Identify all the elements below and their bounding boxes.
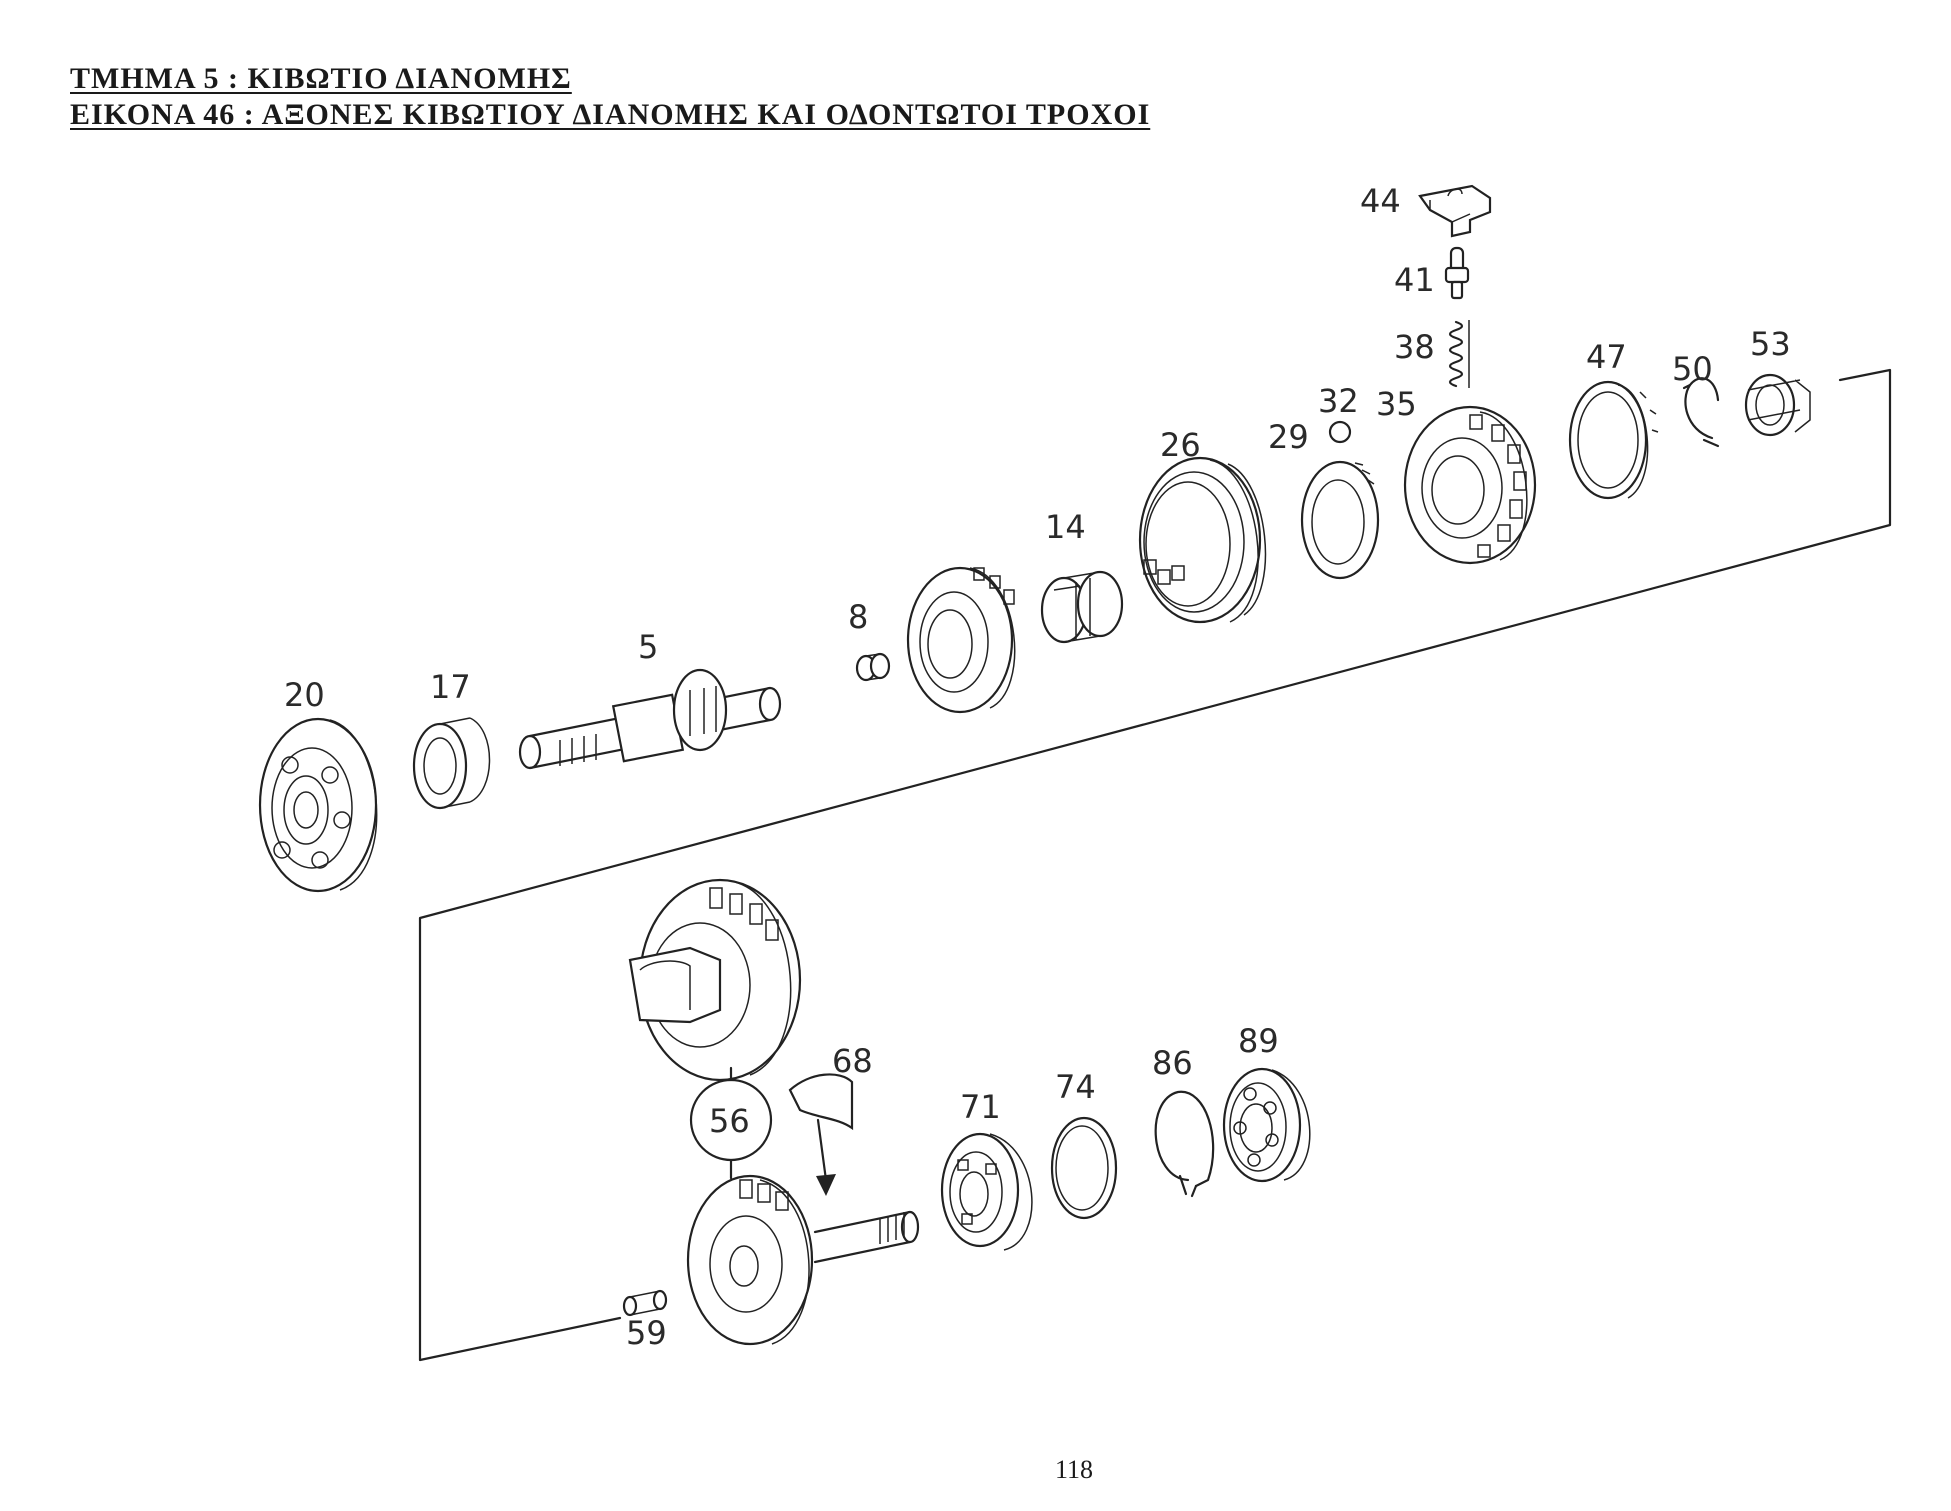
part-14-needle-bearing: [1040, 570, 1124, 644]
part-56-callout-circle: [689, 1066, 773, 1180]
part-29-thrust-washer: [1300, 460, 1380, 580]
label-part-26: 26: [1160, 426, 1201, 464]
page-number: 118: [1055, 1455, 1094, 1484]
part-35-clutch-gear: [1403, 405, 1537, 565]
label-part-74: 74: [1055, 1068, 1096, 1106]
part-20-ball-bearing: [258, 717, 378, 893]
label-part-50: 50: [1672, 350, 1713, 388]
assembly-axis-frame: [418, 368, 1892, 1362]
label-part-17: 17: [430, 668, 471, 706]
label-part-71: 71: [960, 1088, 1001, 1126]
part-8-pin: [855, 652, 891, 682]
part-32-ball: [1328, 420, 1352, 444]
label-part-89: 89: [1238, 1022, 1279, 1060]
label-part-38: 38: [1394, 328, 1435, 366]
part-59-pin: [622, 1289, 668, 1317]
part-89-ball-bearing: [1222, 1067, 1311, 1183]
label-part-86: 86: [1152, 1044, 1193, 1082]
label-part-56: 56: [709, 1102, 750, 1140]
label-part-47: 47: [1586, 338, 1627, 376]
label-part-29: 29: [1268, 418, 1309, 456]
part-71-roller-bearing: [940, 1132, 1033, 1251]
section-title: ΤΜΗΜΑ 5 : ΚΙΒΩΤΙΟ ΔΙΑΝΟΜΗΣ: [70, 62, 572, 95]
part-38-spring: [1448, 320, 1470, 388]
label-part-41: 41: [1394, 261, 1435, 299]
part-50-snap-ring: [1682, 377, 1720, 448]
label-part-5: 5: [638, 628, 658, 666]
part-86-circlip: [1154, 1090, 1215, 1198]
part-47-bearing-ring: [1568, 380, 1659, 500]
label-part-32: 32: [1318, 382, 1359, 420]
label-part-53: 53: [1750, 325, 1791, 363]
part-53-needle-cage: [1744, 373, 1811, 437]
part-5-main-shaft: [518, 668, 782, 770]
part-68-bearing-shell: [788, 1073, 854, 1196]
label-part-8: 8: [848, 598, 868, 636]
part-44-shift-fork-block: [1418, 184, 1492, 238]
label-part-14: 14: [1045, 508, 1086, 546]
part-gear-unlabeled: [906, 566, 1016, 714]
part-56-gear-output-shaft: [686, 1174, 920, 1346]
label-part-20: 20: [284, 676, 325, 714]
label-part-68: 68: [832, 1042, 873, 1080]
figure-title: ΕΙΚΟΝΑ 46 : ΑΞΟΝΕΣ ΚΙΒΩΤΙΟΥ ΔΙΑΝΟΜΗΣ ΚΑΙ…: [70, 98, 1151, 131]
part-26-sliding-sleeve: [1138, 456, 1267, 624]
part-56-gear-upper: [628, 878, 802, 1082]
label-part-35: 35: [1376, 385, 1417, 423]
part-17-bushing: [412, 717, 491, 810]
label-part-59: 59: [626, 1314, 667, 1352]
part-74-ring: [1050, 1116, 1118, 1220]
part-41-detent-plunger: [1444, 246, 1470, 300]
label-part-44: 44: [1360, 182, 1401, 220]
